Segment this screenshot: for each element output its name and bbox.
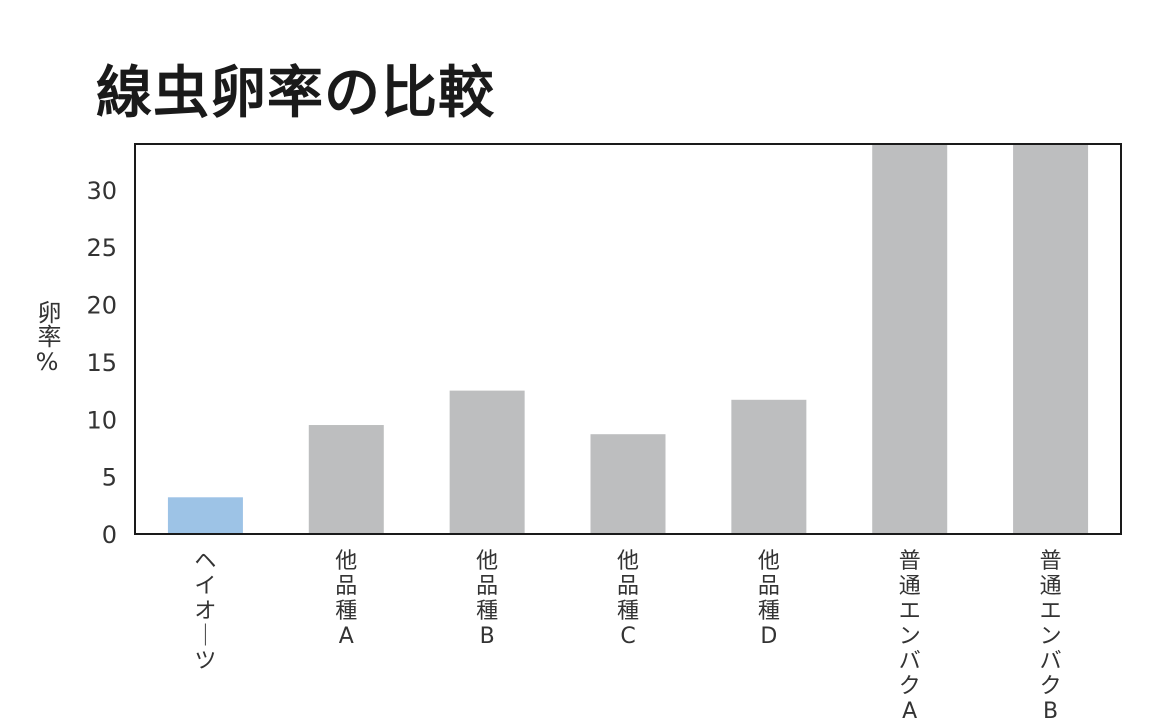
bar [167,497,243,534]
plot-frame [134,143,1122,535]
x-category-label: ヘイオ｜ツ [194,549,216,674]
y-tick-label: 10 [86,406,117,434]
y-ticks: 0 5 10 15 20 25 30 [86,177,117,549]
bars-layer [167,144,1089,534]
y-tick-label: 0 [102,521,117,549]
x-category-label: 普通エンバク B [1040,549,1062,720]
bar [731,399,807,534]
x-category-label: 他品種 C [617,549,639,649]
bar [872,144,948,534]
y-tick-label: 5 [102,464,117,492]
bar [590,434,666,534]
bar [1013,144,1089,534]
bar [308,425,384,534]
x-category-label: 他品種 B [476,549,498,649]
y-tick-label: 30 [86,177,117,205]
y-tick-label: 25 [86,234,117,262]
bar [449,390,525,534]
y-axis-label: 卵率% [33,300,61,376]
chart-title: 線虫卵率の比較 [96,61,495,126]
x-category-label: 他品種 A [335,549,357,649]
x-category-labels: ヘイオ｜ツ 他品種 A 他品種 B 他品種 C 他品種 D 普通エンバク A 普通エンバク B [194,549,1061,720]
x-category-label: 他品種 D [758,549,780,649]
y-tick-label: 15 [86,349,117,377]
y-tick-label: 20 [86,292,117,320]
x-category-label: 普通エンバク A [899,549,921,720]
